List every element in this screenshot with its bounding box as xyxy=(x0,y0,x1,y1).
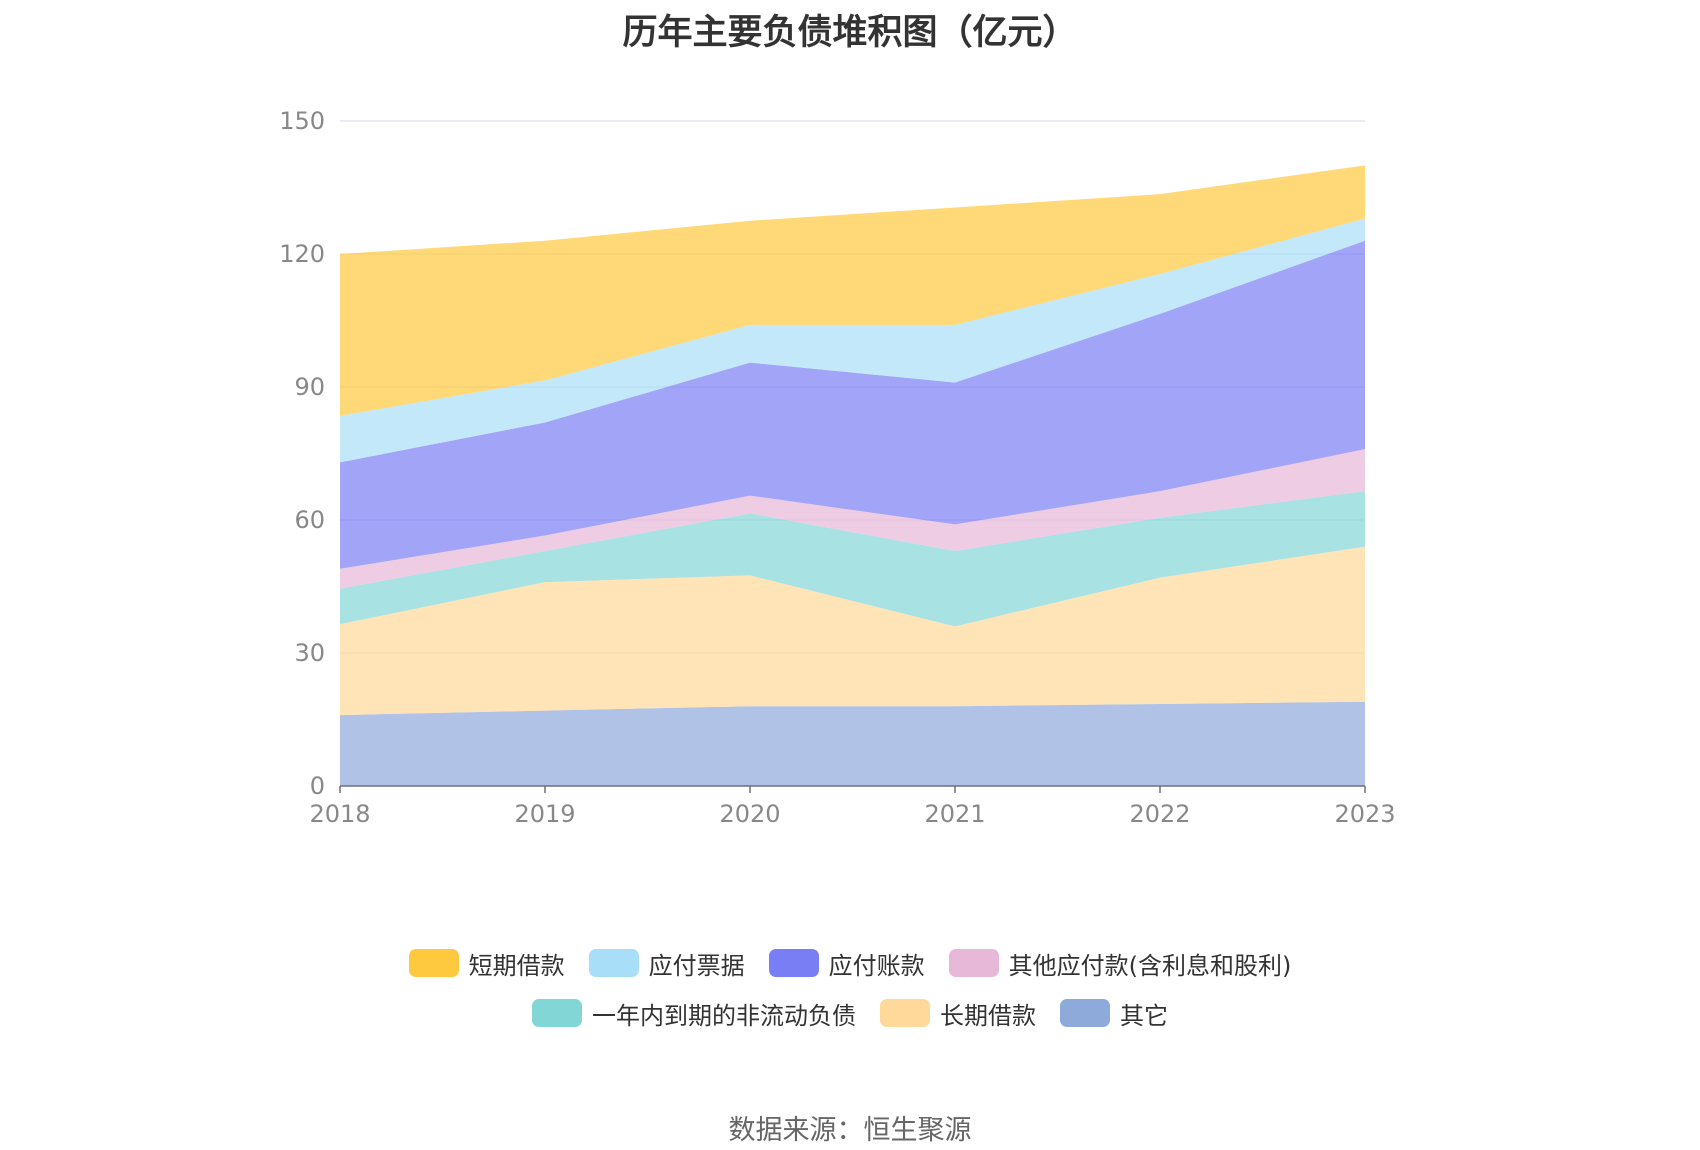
stacked-area-chart: 0 30 60 90 120 150 2018 2019 2020 2021 2022 2023 xyxy=(279,107,1395,828)
legend-label: 应付票据 xyxy=(648,951,745,980)
legend-label: 应付账款 xyxy=(828,951,925,980)
legend-item[interactable]: 其它 xyxy=(1060,996,1168,1031)
area-series xyxy=(340,165,1365,786)
y-tick-label: 30 xyxy=(294,639,325,667)
legend-item[interactable]: 短期借款 xyxy=(408,946,565,981)
axes: 0 30 60 90 120 150 2018 2019 2020 2021 2022 2023 xyxy=(279,107,1395,828)
area-其他应付款(含利息和股利) xyxy=(340,449,1365,589)
legend-swatch xyxy=(532,999,582,1027)
legend: 短期借款 应付票据 应付账款 其他应付款(含利息和股利) 一年内到期的非流动负债 长期借… xyxy=(0,948,1700,1048)
x-tick-label: 2022 xyxy=(1129,800,1190,828)
legend-item[interactable]: 其他应付款(含利息和股利) xyxy=(948,946,1292,981)
legend-swatch xyxy=(948,949,999,977)
legend-label: 其它 xyxy=(1120,1001,1168,1030)
x-tick-label: 2018 xyxy=(309,800,370,828)
legend-item[interactable]: 一年内到期的非流动负债 xyxy=(532,996,856,1031)
legend-swatch xyxy=(768,949,819,977)
legend-label: 长期借款 xyxy=(940,1001,1036,1030)
legend-item[interactable]: 应付账款 xyxy=(768,946,925,981)
legend-label: 其他应付款(含利息和股利) xyxy=(1008,951,1292,980)
legend-row-1: 短期借款 应付票据 应付账款 其他应付款(含利息和股利) xyxy=(0,946,1700,981)
y-tick-label: 60 xyxy=(294,506,325,534)
area-应付账款 xyxy=(340,240,1365,569)
area-应付票据 xyxy=(340,218,1365,463)
chart-title: 历年主要负债堆积图（亿元） xyxy=(622,13,1078,53)
legend-swatch xyxy=(408,949,459,977)
area-短期借款 xyxy=(340,165,1365,416)
x-tick-label: 2023 xyxy=(1334,800,1395,828)
y-tick-label: 0 xyxy=(310,772,325,800)
y-tick-label: 150 xyxy=(279,107,325,135)
x-tick-label: 2019 xyxy=(514,800,575,828)
area-一年内到期的非流动负债 xyxy=(340,491,1365,627)
x-tick-label: 2021 xyxy=(924,800,985,828)
data-source: 数据来源：恒生聚源 xyxy=(728,1115,972,1146)
legend-row-2: 一年内到期的非流动负债 长期借款 其它 xyxy=(0,996,1700,1031)
legend-swatch xyxy=(588,949,639,977)
legend-swatch xyxy=(880,999,930,1027)
legend-label: 短期借款 xyxy=(468,951,565,980)
legend-swatch xyxy=(1060,999,1110,1027)
legend-item[interactable]: 应付票据 xyxy=(588,946,745,981)
area-长期借款 xyxy=(340,546,1365,716)
legend-label: 一年内到期的非流动负债 xyxy=(592,1001,856,1030)
y-tick-label: 120 xyxy=(279,240,325,268)
area-其它 xyxy=(340,701,1365,786)
x-tick-label: 2020 xyxy=(719,800,780,828)
legend-item[interactable]: 长期借款 xyxy=(880,996,1036,1031)
y-tick-label: 90 xyxy=(294,373,325,401)
